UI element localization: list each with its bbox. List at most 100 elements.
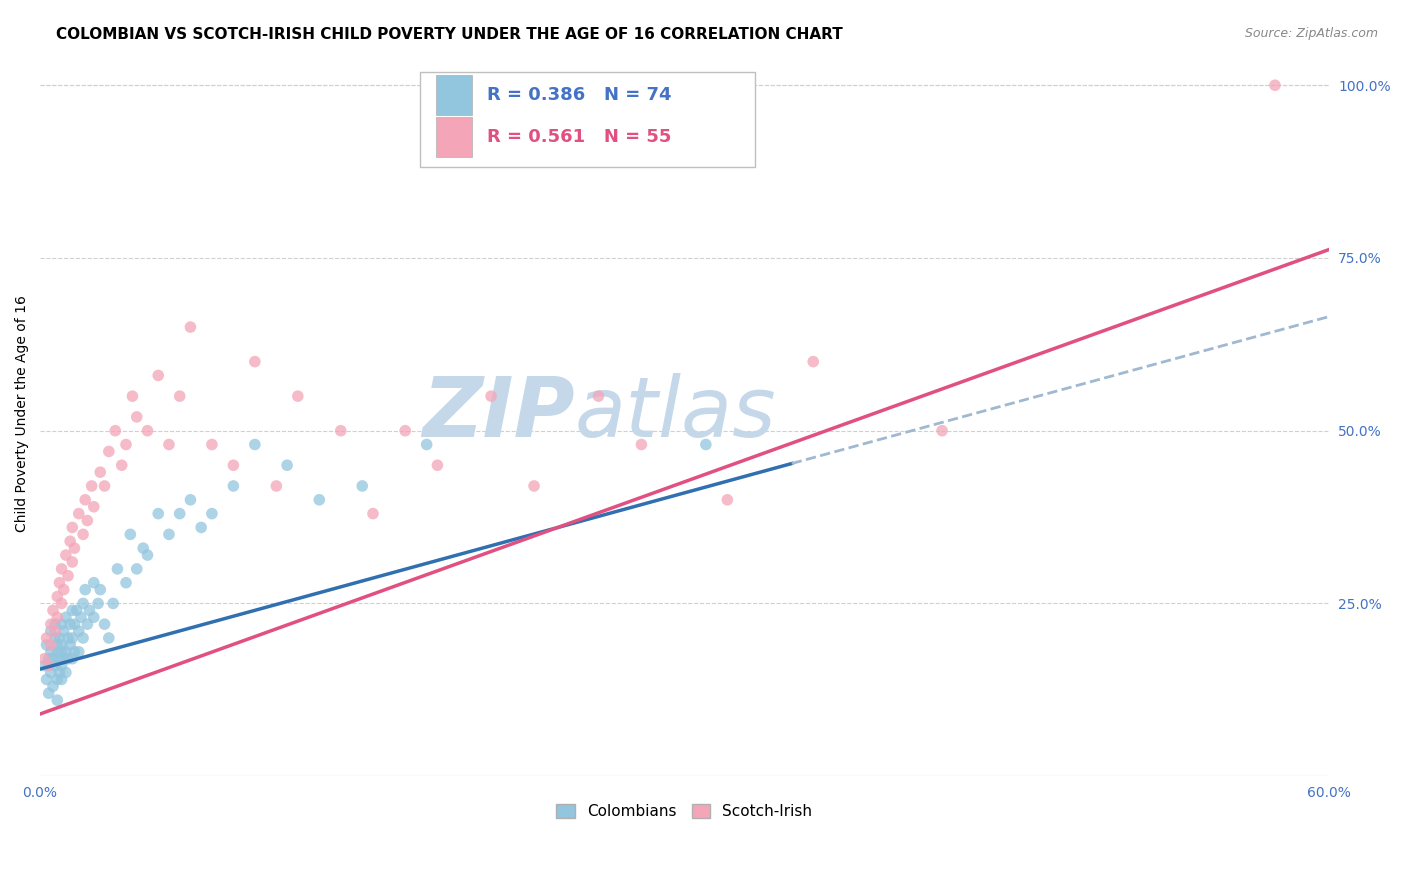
Point	[38, 658, 60, 673]
Point	[120, 527, 142, 541]
Point	[35, 638, 58, 652]
Point	[48, 575, 70, 590]
Point	[39, 665, 62, 680]
Text: COLOMBIAN VS SCOTCH-IRISH CHILD POVERTY UNDER THE AGE OF 16 CORRELATION CHART: COLOMBIAN VS SCOTCH-IRISH CHILD POVERTY …	[56, 27, 844, 42]
Point	[79, 603, 101, 617]
Point	[80, 479, 103, 493]
Point	[87, 596, 110, 610]
Point	[59, 617, 82, 632]
Point	[169, 389, 191, 403]
Point	[67, 624, 90, 638]
Text: R = 0.386   N = 74: R = 0.386 N = 74	[488, 86, 672, 104]
Point	[42, 603, 65, 617]
Text: atlas: atlas	[575, 373, 776, 454]
Point	[39, 624, 62, 638]
Point	[42, 679, 65, 693]
Point	[716, 492, 738, 507]
Point	[51, 617, 73, 632]
Point	[222, 458, 245, 473]
Point	[394, 424, 416, 438]
Point	[44, 624, 66, 638]
Point	[55, 548, 77, 562]
Point	[201, 437, 224, 451]
Point	[157, 527, 180, 541]
Point	[479, 389, 502, 403]
Point	[93, 479, 115, 493]
Point	[55, 610, 77, 624]
Point	[89, 465, 111, 479]
Point	[51, 673, 73, 687]
Text: R = 0.561   N = 55: R = 0.561 N = 55	[488, 128, 672, 146]
Point	[63, 645, 86, 659]
Point	[51, 645, 73, 659]
Point	[136, 548, 159, 562]
Point	[287, 389, 309, 403]
Point	[63, 617, 86, 632]
Point	[34, 651, 56, 665]
FancyBboxPatch shape	[420, 72, 755, 167]
Point	[179, 320, 201, 334]
Point	[1264, 78, 1286, 93]
Point	[329, 424, 352, 438]
Point	[65, 603, 87, 617]
Point	[75, 492, 97, 507]
Point	[52, 651, 75, 665]
Point	[83, 610, 105, 624]
Point	[39, 645, 62, 659]
Point	[276, 458, 298, 473]
Point	[169, 507, 191, 521]
Legend: Colombians, Scotch-Irish: Colombians, Scotch-Irish	[548, 797, 820, 827]
Point	[107, 562, 129, 576]
Point	[243, 354, 266, 368]
Point	[56, 631, 79, 645]
Point	[115, 575, 138, 590]
Point	[190, 520, 212, 534]
Point	[48, 631, 70, 645]
Point	[70, 610, 93, 624]
Point	[38, 651, 60, 665]
Point	[44, 617, 66, 632]
Point	[52, 582, 75, 597]
Point	[148, 507, 170, 521]
Point	[179, 492, 201, 507]
Point	[72, 596, 94, 610]
Point	[97, 444, 120, 458]
Point	[34, 658, 56, 673]
Point	[695, 437, 717, 451]
Point	[157, 437, 180, 451]
Point	[361, 507, 384, 521]
Point	[588, 389, 610, 403]
Point	[89, 582, 111, 597]
Point	[76, 514, 98, 528]
Point	[115, 437, 138, 451]
Point	[125, 562, 148, 576]
Point	[44, 658, 66, 673]
Point	[132, 541, 155, 556]
Point	[97, 631, 120, 645]
Point	[51, 658, 73, 673]
Point	[51, 638, 73, 652]
Point	[630, 437, 652, 451]
Point	[46, 610, 69, 624]
Point	[415, 437, 437, 451]
Text: ZIP: ZIP	[422, 373, 575, 454]
Point	[60, 520, 83, 534]
Point	[56, 569, 79, 583]
Point	[59, 638, 82, 652]
Point	[266, 479, 288, 493]
Point	[243, 437, 266, 451]
Point	[352, 479, 374, 493]
Point	[60, 651, 83, 665]
Point	[56, 651, 79, 665]
Point	[201, 507, 224, 521]
Point	[67, 507, 90, 521]
Point	[222, 479, 245, 493]
Point	[55, 665, 77, 680]
Point	[42, 651, 65, 665]
Point	[83, 575, 105, 590]
Point	[46, 638, 69, 652]
Point	[60, 555, 83, 569]
Point	[801, 354, 824, 368]
Point	[35, 673, 58, 687]
Point	[51, 562, 73, 576]
